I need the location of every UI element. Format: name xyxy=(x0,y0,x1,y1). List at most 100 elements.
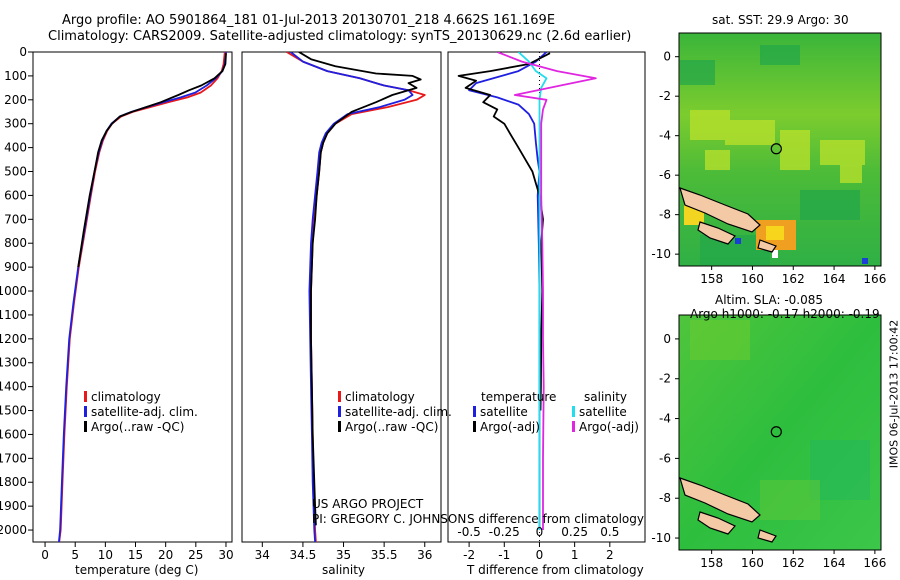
salinity-legend: climatology satellite-adj. clim. Argo(..… xyxy=(338,390,452,435)
legend-label: Argo(-adj) xyxy=(480,420,540,434)
header-line-2: Climatology: CARS2009. Satellite-adjuste… xyxy=(48,29,632,44)
salinity-xlabel: salinity xyxy=(322,563,366,577)
map-y-tick-label: -4 xyxy=(659,129,671,143)
x-tick-label: 5 xyxy=(71,548,79,562)
y-tick-label: 2000 xyxy=(0,523,27,537)
legend-title: salinity xyxy=(584,390,628,404)
legend-label: Argo(..raw -QC) xyxy=(345,420,439,434)
x-tick-label: 35 xyxy=(336,548,351,562)
x-tick-label: 1 xyxy=(571,548,579,562)
map-y-tick-label: -4 xyxy=(659,412,671,426)
y-tick-label: 500 xyxy=(4,165,27,179)
legend-label: satellite-adj. clim. xyxy=(345,405,452,419)
map-x-tick-label: 158 xyxy=(700,272,723,286)
y-tick-label: 200 xyxy=(4,93,27,107)
y-tick-label: 1100 xyxy=(0,308,27,322)
x-top-tick-label: 0.5 xyxy=(600,525,619,539)
header-line-1: Argo profile: AO 5901864_181 01-Jul-2013… xyxy=(62,13,556,28)
temperature-xlabel: temperature (deg C) xyxy=(75,563,199,577)
legend-swatch-clim xyxy=(338,391,341,402)
sla-patches xyxy=(690,320,870,520)
x-tick-label: 0 xyxy=(41,548,49,562)
legend-swatch-sat xyxy=(84,406,87,417)
y-tick-label: 1800 xyxy=(0,475,27,489)
argo-location-marker xyxy=(770,143,782,155)
legend-swatch-sat xyxy=(473,406,476,417)
legend-label: satellite xyxy=(579,405,627,419)
legend-item: climatology xyxy=(338,390,452,405)
legend-title: temperature xyxy=(481,390,557,404)
legend-label: Argo(-adj) xyxy=(579,420,639,434)
sst-warm-patches xyxy=(690,110,865,183)
map-x-tick-label: 160 xyxy=(741,272,764,286)
map-x-tick-label: 158 xyxy=(700,556,723,570)
map-x-tick-label: 162 xyxy=(782,556,805,570)
legend-label: Argo(..raw -QC) xyxy=(91,420,185,434)
x-tick-label: -2 xyxy=(463,548,475,562)
y-tick-label: 0 xyxy=(19,45,27,59)
legend-label: climatology xyxy=(345,390,415,404)
x-top-tick-label: -0.25 xyxy=(489,525,520,539)
legend-swatch-sat xyxy=(338,406,341,417)
legend-item: climatology xyxy=(84,390,198,405)
series-line-salinity-satellite xyxy=(517,52,548,530)
credits-line-1: US ARGO PROJECT xyxy=(312,497,424,511)
difference-xlabel-top: S difference from climatology xyxy=(467,512,644,526)
y-tick-label: 900 xyxy=(4,260,27,274)
x-tick-label: 35.5 xyxy=(371,548,398,562)
map-x-tick-label: 164 xyxy=(823,556,846,570)
map-y-tick-label: -6 xyxy=(659,168,671,182)
timestamp: IMOS 06-Jul-2013 17:00:42 xyxy=(887,319,900,469)
map-x-tick-label: 166 xyxy=(863,272,886,286)
legend-label: satellite xyxy=(480,405,528,419)
map-y-tick-label: 0 xyxy=(663,50,671,64)
panel-frame-difference xyxy=(447,51,646,543)
y-tick-label: 700 xyxy=(4,212,27,226)
map-y-tick-label: -10 xyxy=(651,531,671,545)
temperature-legend: climatology satellite-adj. clim. Argo(..… xyxy=(84,390,198,435)
legend-item: satellite-adj. clim. xyxy=(338,405,452,420)
map-y-tick-label: -6 xyxy=(659,451,671,465)
map-x-tick-label: 166 xyxy=(863,556,886,570)
sla-map-title-1: Altim. SLA: -0.085 xyxy=(715,293,824,307)
sla-islands xyxy=(679,477,777,543)
y-tick-label: 1400 xyxy=(0,380,27,394)
legend-swatch-argo xyxy=(338,421,341,432)
series-line-argo-raw-qc- xyxy=(77,53,227,268)
legend-item: Argo(..raw -QC) xyxy=(84,420,198,435)
x-top-tick-label: 0.25 xyxy=(561,525,588,539)
x-tick-label: 0 xyxy=(536,548,544,562)
y-tick-label: 600 xyxy=(4,188,27,202)
series-line-temperature-argo-adj- xyxy=(457,52,551,411)
map-y-tick-label: -8 xyxy=(659,208,671,222)
x-tick-label: 36 xyxy=(417,548,432,562)
map-y-tick-label: -8 xyxy=(659,491,671,505)
x-tick-label: 20 xyxy=(158,548,173,562)
x-top-tick-label: 0 xyxy=(536,525,544,539)
y-tick-label: 1600 xyxy=(0,427,27,441)
y-tick-label: 1200 xyxy=(0,332,27,346)
difference-legend-salinity: salinity satellite Argo(-adj) xyxy=(572,390,639,435)
sla-map-title-2: Argo h1000: -0.17 h2000: -0.19 xyxy=(690,307,880,321)
map-y-tick-label: -10 xyxy=(651,247,671,261)
map-x-tick-label: 160 xyxy=(741,556,764,570)
x-tick-label: 34.5 xyxy=(290,548,317,562)
y-tick-label: 400 xyxy=(4,141,27,155)
map-y-tick-label: -2 xyxy=(659,89,671,103)
map-x-tick-label: 164 xyxy=(823,272,846,286)
sst-map-title: sat. SST: 29.9 Argo: 30 xyxy=(712,13,849,27)
x-tick-label: -1 xyxy=(498,548,510,562)
legend-item: Argo(..raw -QC) xyxy=(338,420,452,435)
map-y-tick-label: -2 xyxy=(659,372,671,386)
y-tick-label: 1000 xyxy=(0,284,27,298)
legend-item: satellite xyxy=(572,405,639,420)
x-tick-label: 2 xyxy=(606,548,614,562)
legend-item: Argo(-adj) xyxy=(473,420,556,435)
x-tick-label: 34 xyxy=(255,548,270,562)
legend-swatch-argo-s xyxy=(572,421,575,432)
legend-item: Argo(-adj) xyxy=(572,420,639,435)
difference-legend-temperature: temperature satellite Argo(-adj) xyxy=(473,390,556,435)
x-top-tick-label: -0.5 xyxy=(457,525,480,539)
series-line-argo-raw-qc- xyxy=(298,52,422,526)
y-tick-label: 100 xyxy=(4,69,27,83)
